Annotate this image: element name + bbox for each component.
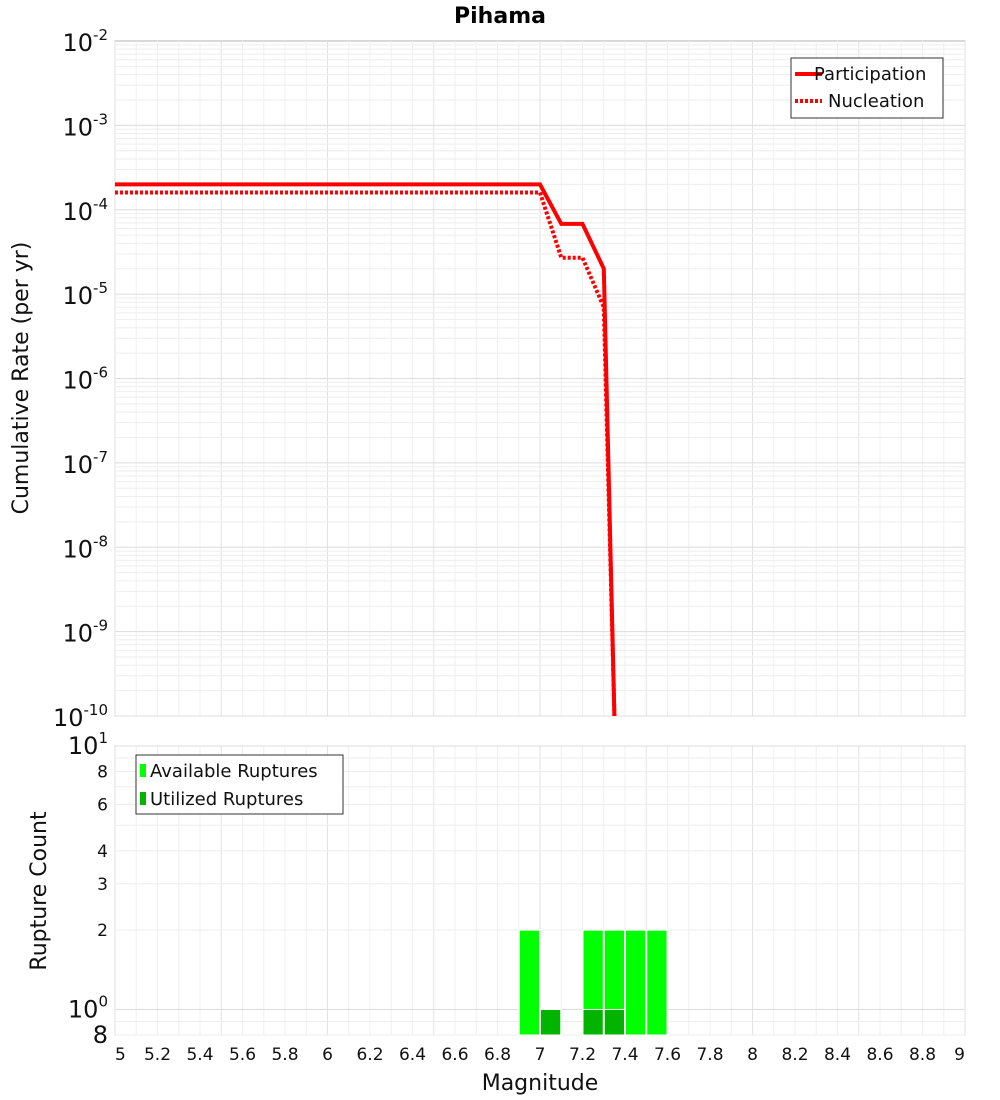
legend-box [790,57,944,119]
legend-label: Available Ruptures [150,761,318,782]
x-tick-label: 7.4 [611,1045,638,1065]
bottom-legend: Available Ruptures Utilized Ruptures [135,754,344,815]
legend-swatch [140,764,146,777]
y-tick-exponent: -8 [93,532,108,550]
y-tick-exponent: 1 [98,729,108,747]
x-tick-label: 7.2 [569,1045,596,1065]
x-tick-label: 8.8 [909,1045,936,1065]
x-ticks: 5 5.2 5.4 5.6 5.8 6 6.2 6.4 6.6 6.8 7 7.2 7.4 7.6 7.8 8… [115,1045,965,1065]
y-tick-base: 10 [62,282,93,310]
x-tick-label: 6.4 [399,1045,426,1065]
y-tick-label: 2 [97,921,108,941]
y-tick-exponent: -5 [93,279,108,297]
y-tick-label: 10-9 [62,617,108,648]
bar-utilized [540,1008,562,1036]
x-tick-label: 6.8 [484,1045,511,1065]
y-tick-base: 10 [62,535,93,563]
y-tick-base: 10 [53,704,84,732]
top-y-ticks: 10-210-310-410-510-610-710-810-910-10 [53,26,108,732]
x-tick-label: 6 [322,1045,333,1065]
series-line-nucleation [115,190,617,717]
y-tick-label: 10-4 [62,195,108,226]
series-line-participation [115,182,617,717]
x-tick-label: 8 [747,1045,758,1065]
y-tick-label: 3 [97,875,108,895]
bar-available [518,929,540,1036]
top-series-lines [115,182,617,717]
bar-utilized [603,1008,625,1036]
y-tick-exponent: -2 [93,26,108,44]
y-tick-base: 6 [97,795,108,815]
x-tick-label: 8.4 [824,1045,851,1065]
y-tick-label: 10-2 [62,26,108,57]
y-tick-label: 10-3 [62,110,108,141]
legend-box [135,754,344,815]
top-y-axis-label: Cumulative Rate (per yr) [9,242,34,515]
y-tick-base: 10 [68,995,99,1023]
y-tick-base: 3 [97,875,108,895]
y-tick-base: 8 [97,763,108,783]
y-tick-label: 10-10 [53,701,108,732]
y-tick-base: 10 [62,198,93,226]
x-tick-label: 7 [535,1045,546,1065]
y-tick-label: 8 [97,763,108,783]
y-tick-exponent: -3 [93,110,108,128]
y-tick-base: 2 [97,921,108,941]
bar-available [646,929,668,1036]
top-grid [114,41,966,717]
x-axis-label: Magnitude [482,1071,599,1096]
x-tick-label: 5 [115,1045,126,1065]
y-tick-exponent: -9 [93,617,108,635]
x-tick-label: 6.2 [356,1045,383,1065]
legend-label: Nucleation [828,91,924,112]
y-tick-base: 4 [97,842,108,862]
y-tick-label: 100 [68,992,108,1023]
x-tick-label: 5.6 [229,1045,256,1065]
y-tick-base: 10 [62,29,93,57]
y-tick-label: 10-8 [62,532,108,563]
bar-utilized [582,1008,604,1036]
bar-available [625,929,647,1036]
y-tick-label: 10-6 [62,364,108,395]
x-tick-label: 5.8 [271,1045,298,1065]
x-tick-label: 9 [954,1045,965,1065]
y-tick-base: 10 [62,620,93,648]
y-tick-base: 10 [62,451,93,479]
legend-swatch [140,792,146,805]
y-tick-base: 8 [93,1021,108,1049]
x-tick-label: 5.2 [144,1045,171,1065]
y-tick-label: 8 [93,1021,108,1049]
x-tick-label: 8.6 [866,1045,893,1065]
y-tick-label: 10-5 [62,279,108,310]
x-tick-label: 5.4 [186,1045,213,1065]
y-tick-exponent: -6 [93,364,108,382]
y-tick-label: 10-7 [62,448,108,479]
legend-label: Participation [814,64,926,85]
bottom-y-axis-label: Rupture Count [27,811,52,971]
bottom-bars [518,929,668,1036]
y-tick-base: 10 [62,367,93,395]
x-tick-label: 7.6 [654,1045,681,1065]
x-tick-label: 7.8 [696,1045,723,1065]
y-tick-base: 10 [62,113,93,141]
chart-title: Pihama [454,4,546,29]
y-tick-base: 10 [68,732,99,760]
y-tick-label: 4 [97,842,108,862]
y-tick-exponent: -4 [93,195,108,213]
y-tick-label: 101 [68,729,108,760]
y-tick-label: 6 [97,795,108,815]
y-tick-exponent: -7 [93,448,108,466]
top-plot: 10-210-310-410-510-610-710-810-910-10 Cu… [9,26,966,732]
y-tick-exponent: 0 [98,992,108,1010]
top-legend: Participation Nucleation [790,57,944,119]
x-tick-label: 8.2 [781,1045,808,1065]
legend-label: Utilized Ruptures [150,789,303,810]
y-tick-exponent: -10 [84,701,109,719]
x-tick-label: 6.6 [441,1045,468,1065]
